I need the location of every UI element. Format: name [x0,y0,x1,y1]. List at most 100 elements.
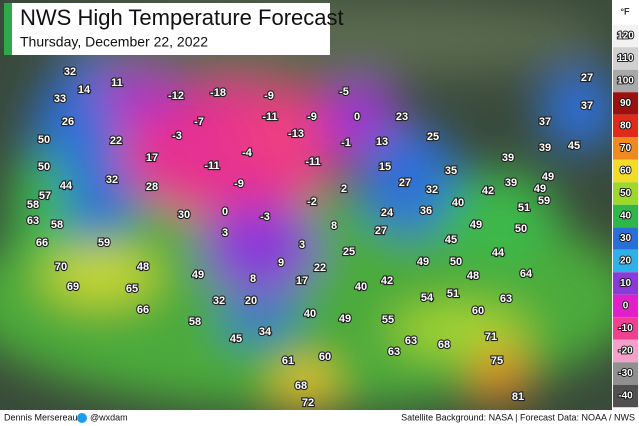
temperature-label: 49 [470,219,482,231]
temperature-label: 45 [568,140,580,152]
legend-swatch [613,69,638,93]
temperature-label: 40 [304,308,316,320]
temperature-label: -4 [242,147,253,159]
temperature-label: 25 [343,246,355,258]
legend-swatch [613,159,638,183]
temperature-label: 17 [296,275,308,287]
legend-swatch [613,137,638,160]
temperature-label: 8 [331,220,337,232]
legend-label: 90 [620,98,632,109]
temperature-label: -11 [305,156,320,168]
temperature-field [0,0,639,410]
temperature-label: 42 [482,185,494,197]
temperature-label: 71 [485,331,497,343]
temperature-label: 8 [250,273,256,285]
temperature-label: 32 [64,66,76,78]
temperature-label: 63 [500,293,512,305]
temperature-label: 55 [382,314,394,326]
legend-swatch [613,272,638,295]
temperature-label: 58 [51,219,63,231]
footer-handle: @wxdam [90,412,128,422]
temperature-label: 27 [581,72,593,84]
temperature-label: 36 [420,205,432,217]
temperature-label: 32 [213,295,225,307]
temperature-label: 32 [426,184,438,196]
temperature-label: 61 [282,355,294,367]
legend-swatch [613,182,638,205]
legend-swatch [613,294,638,318]
temperature-label: 63 [388,346,400,358]
temperature-label: 2 [341,183,347,195]
temperature-label: 66 [36,237,48,249]
temperature-label: 33 [54,93,66,105]
temperature-label: 35 [445,165,457,177]
legend-label: 100 [617,76,634,87]
temperature-label: -3 [260,211,270,223]
temperature-label: 49 [542,171,554,183]
temperature-label: 81 [512,391,524,403]
legend-swatch [613,204,638,228]
legend-swatch [613,114,638,138]
title-box [4,3,330,55]
temperature-label: 25 [427,131,439,143]
temperature-label: 40 [355,281,367,293]
temperature-label: 59 [538,195,550,207]
temperature-label: 50 [38,161,50,173]
legend-swatch [613,249,638,273]
legend-label: 50 [620,188,632,199]
temperature-label: 0 [354,111,360,123]
temperature-label: 45 [230,333,242,345]
legend-label: 70 [620,143,632,154]
temperature-label: -3 [172,130,182,142]
temperature-label: 27 [399,177,411,189]
temperature-label: 64 [520,268,533,280]
legend-swatch [613,362,638,385]
temperature-label: 51 [518,202,530,214]
temperature-label: 63 [405,335,417,347]
temperature-label: 60 [319,351,331,363]
temperature-label: -13 [288,128,304,140]
temperature-label: -5 [339,86,349,98]
temperature-label: 17 [146,152,158,164]
temperature-label: 32 [106,174,118,186]
temperature-label: -12 [168,90,184,102]
temperature-label: 42 [381,275,393,287]
temperature-label: 57 [39,190,51,202]
legend-swatch [613,47,638,70]
footer-author: Dennis Mersereau [4,412,78,422]
temperature-label: 66 [137,304,149,316]
title-accent [4,3,12,55]
temperature-label: 14 [78,84,91,96]
temperature-label: 11 [111,77,123,89]
legend-label: 120 [617,31,634,42]
temperature-label: 50 [450,256,462,268]
legend-label: -30 [618,368,633,379]
temperature-label: 37 [539,116,551,128]
temperature-label: 44 [60,180,73,192]
temperature-label: 26 [62,116,74,128]
temperature-label: 45 [445,234,457,246]
legend-swatch [613,384,638,408]
legend-swatch [613,24,638,48]
temperature-label: 48 [467,270,479,282]
temperature-label: 59 [98,237,110,249]
temperature-label: 49 [417,256,429,268]
temperature-label: 49 [534,183,546,195]
temperature-label: 50 [515,223,527,235]
temperature-label: 15 [379,161,391,173]
temperature-label: 40 [452,197,464,209]
temperature-label: 50 [38,134,50,146]
temperature-label: 20 [245,295,257,307]
legend-swatch [613,92,638,115]
footer [0,410,639,426]
temperature-label: 58 [27,199,39,211]
temperature-label: 3 [222,227,228,239]
legend-label: 10 [620,278,632,289]
temperature-label: 23 [396,111,408,123]
temperature-label: 49 [192,269,204,281]
temperature-label: 72 [302,397,314,409]
footer-credits: Satellite Background: NASA | Forecast Da… [401,412,635,422]
temperature-label: 39 [502,152,514,164]
